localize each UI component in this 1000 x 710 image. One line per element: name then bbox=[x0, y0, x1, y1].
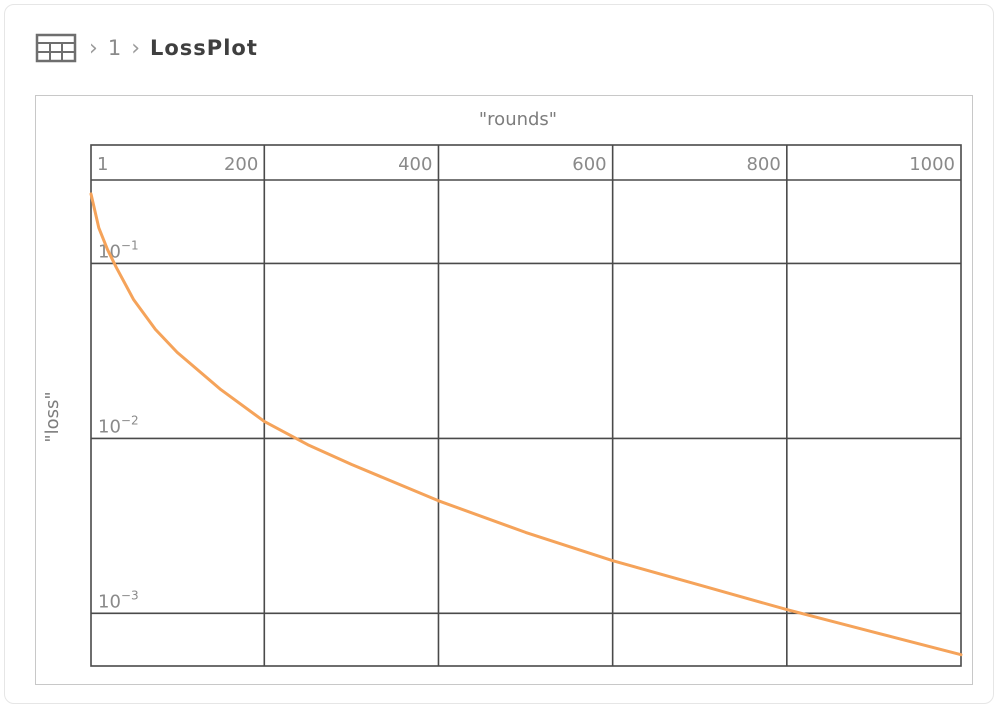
breadcrumb: › 1 › LossPlot bbox=[35, 27, 258, 69]
y-axis-label: "loss" bbox=[42, 391, 63, 442]
grid bbox=[90, 144, 962, 667]
y-tick-label: 10−2 bbox=[98, 413, 139, 437]
x-tick-labels: 1 200 400 600 800 1000 bbox=[97, 154, 955, 175]
breadcrumb-separator: › bbox=[131, 35, 140, 61]
x-tick-label: 1 bbox=[97, 154, 108, 175]
x-tick-label: 1000 bbox=[909, 154, 955, 175]
plot-frame: 1 200 400 600 800 1000 10−1 10−2 10−3 "rounds" … bbox=[35, 95, 973, 685]
breadcrumb-item-current: LossPlot bbox=[150, 36, 258, 60]
breadcrumb-separator: › bbox=[89, 35, 98, 61]
x-tick-label: 800 bbox=[746, 154, 780, 175]
y-tick-label: 10−3 bbox=[98, 588, 139, 612]
table-icon[interactable] bbox=[35, 31, 79, 65]
x-tick-label: 400 bbox=[398, 154, 432, 175]
series-line bbox=[89, 192, 963, 657]
x-tick-label: 200 bbox=[224, 154, 258, 175]
breadcrumb-item-index[interactable]: 1 bbox=[107, 36, 122, 60]
plot-border bbox=[90, 144, 962, 667]
x-tick-label: 600 bbox=[572, 154, 606, 175]
y-tick-labels: 10−110−210−3 bbox=[98, 238, 139, 612]
plot-panel: › 1 › LossPlot 1 200 400 600 800 1000 10−1 10−… bbox=[4, 4, 994, 704]
loss-chart: 1 200 400 600 800 1000 10−110−210−3 "rounds" … bbox=[42, 109, 963, 667]
series-lines bbox=[89, 192, 963, 657]
x-axis-label: "rounds" bbox=[479, 109, 557, 130]
